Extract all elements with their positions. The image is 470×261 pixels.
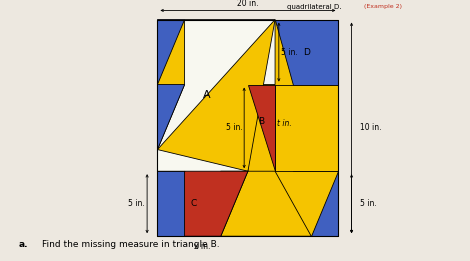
- Polygon shape: [157, 20, 185, 85]
- Polygon shape: [275, 85, 338, 171]
- Polygon shape: [221, 171, 311, 236]
- Polygon shape: [275, 20, 338, 85]
- Text: C: C: [190, 199, 197, 208]
- Text: a.: a.: [19, 240, 28, 249]
- Polygon shape: [248, 85, 275, 171]
- Text: (Example 2): (Example 2): [364, 4, 402, 9]
- Polygon shape: [157, 20, 275, 171]
- Text: x in.: x in.: [195, 242, 211, 251]
- Polygon shape: [157, 20, 338, 236]
- Text: quadrilateral D.: quadrilateral D.: [287, 4, 341, 10]
- Polygon shape: [293, 85, 338, 171]
- Text: B: B: [258, 117, 265, 126]
- Text: 5 in.: 5 in.: [226, 123, 243, 132]
- Text: A: A: [204, 90, 211, 100]
- Text: D: D: [303, 48, 310, 57]
- Polygon shape: [157, 85, 185, 150]
- Text: Find the missing measure in triangle B.: Find the missing measure in triangle B.: [42, 240, 220, 249]
- Text: t in.: t in.: [277, 119, 291, 128]
- Text: 5 in.: 5 in.: [281, 48, 298, 57]
- Polygon shape: [185, 171, 248, 236]
- Text: 10 in.: 10 in.: [360, 123, 381, 132]
- Text: 5 in.: 5 in.: [360, 199, 376, 208]
- Polygon shape: [157, 171, 185, 236]
- Text: 20 in.: 20 in.: [237, 0, 258, 8]
- Text: 5 in.: 5 in.: [127, 199, 144, 208]
- Polygon shape: [157, 20, 275, 236]
- Polygon shape: [311, 171, 338, 236]
